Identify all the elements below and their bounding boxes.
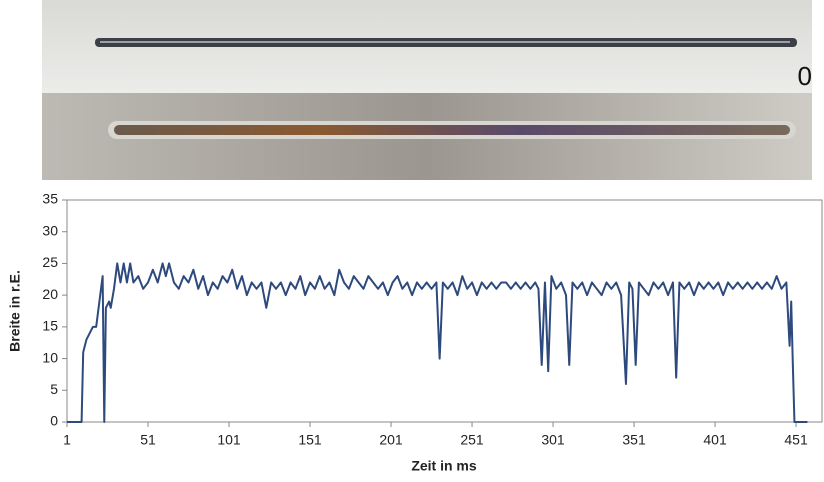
y-tick-label: 5 bbox=[50, 381, 58, 397]
weld-highlight-top bbox=[100, 41, 790, 43]
x-tick-label: 351 bbox=[622, 432, 646, 448]
x-tick-label: 251 bbox=[460, 432, 484, 448]
x-tick-label: 51 bbox=[140, 432, 156, 448]
x-tick-label: 1 bbox=[63, 432, 71, 448]
y-tick-label: 35 bbox=[42, 191, 58, 207]
y-tick-label: 20 bbox=[42, 286, 58, 302]
y-tick-label: 25 bbox=[42, 254, 58, 270]
x-tick-label: 201 bbox=[379, 432, 403, 448]
x-axis-title: Zeit in ms bbox=[411, 458, 477, 474]
y-tick-label: 10 bbox=[42, 349, 58, 365]
y-tick-label: 0 bbox=[50, 413, 58, 429]
y-tick-label: 15 bbox=[42, 318, 58, 334]
x-tick-label: 401 bbox=[703, 432, 727, 448]
x-tick-label: 301 bbox=[541, 432, 565, 448]
weld-seam-bottom bbox=[114, 125, 790, 135]
y-axis-title: Breite in r.E. bbox=[7, 270, 23, 352]
x-tick-label: 101 bbox=[217, 432, 241, 448]
data-line bbox=[67, 262, 808, 423]
plot-frame bbox=[66, 199, 823, 423]
photo-label: 0 bbox=[798, 61, 812, 91]
x-tick-label: 151 bbox=[298, 432, 322, 448]
y-tick-label: 30 bbox=[42, 222, 58, 238]
x-tick-label: 451 bbox=[784, 432, 808, 448]
